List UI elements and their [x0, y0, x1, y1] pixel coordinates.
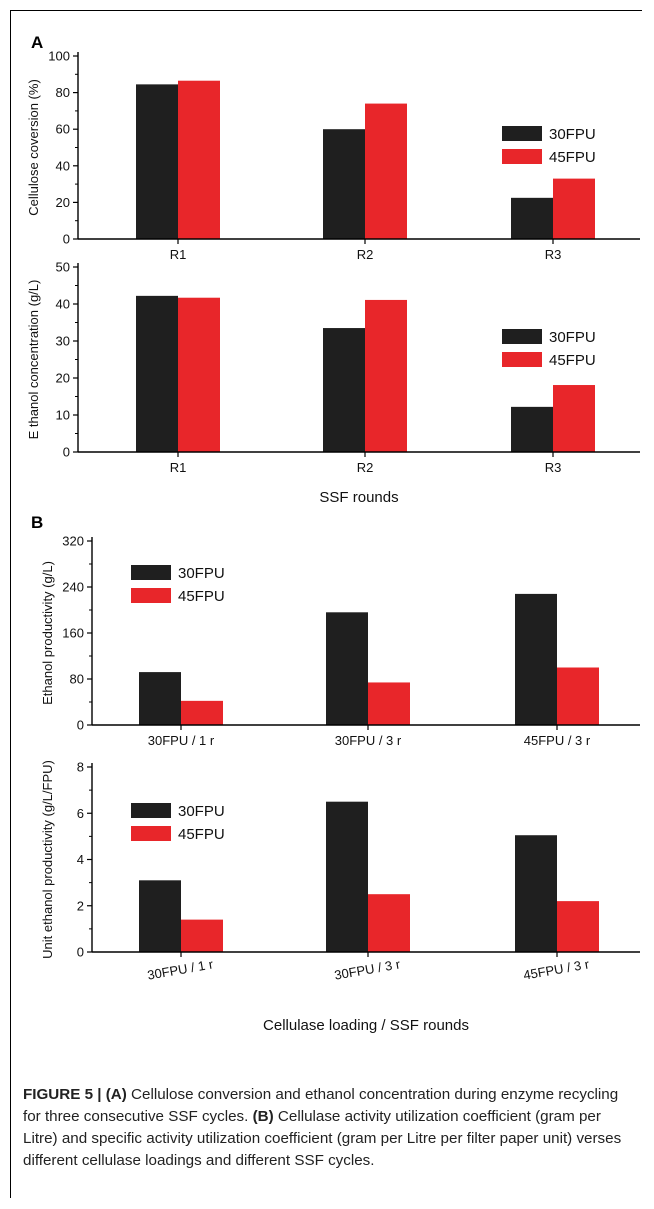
- legend-label-45fpu: 45FPU: [549, 149, 596, 166]
- chart-2: 0 10 20 30 40 50 R1 R2 R3 E thanol concentration …: [26, 260, 640, 475]
- legend-swatch-30fpu: [131, 565, 171, 580]
- y-tick-label: 8: [77, 760, 84, 775]
- bar-45fpu-3: [553, 178, 595, 239]
- chart-3: 0 80 160 240 320 30FPU / 1 r 30FPU / 3 r 45FPU …: [40, 534, 640, 748]
- legend-swatch-45fpu: [131, 826, 171, 841]
- chart-1: 0 20 40 60 80 100 R1 R2 R3 Cellulose coversion (%…: [26, 49, 640, 262]
- caption-b-label: (B): [252, 1108, 274, 1125]
- y-tick-label: 0: [77, 945, 84, 960]
- legend-label-45fpu: 45FPU: [178, 588, 225, 605]
- caption-a-text: Cellulose conversion and ethanol concent…: [23, 1086, 619, 1125]
- legend-label-30fpu: 30FPU: [549, 126, 596, 143]
- legend-swatch-45fpu: [502, 352, 542, 367]
- caption-b-text: Cellulase activity utilization coefficie…: [23, 1108, 622, 1169]
- bar-45fpu-3: [557, 667, 599, 725]
- y-tick-label: 80: [70, 672, 84, 687]
- bar-30fpu-1: [139, 672, 181, 725]
- y-tick-label: 30: [56, 334, 70, 349]
- legend-swatch-30fpu: [502, 126, 542, 141]
- x-tick-label: 30FPU / 3 r: [335, 733, 402, 748]
- bar-30fpu-1: [139, 880, 181, 952]
- bar-30fpu-2: [323, 129, 365, 239]
- x-axis-title-A: SSF rounds: [319, 489, 398, 506]
- y-tick-label: 20: [56, 195, 70, 210]
- bar-45fpu-3: [553, 385, 595, 452]
- y-tick-label: 2: [77, 898, 84, 913]
- legend-label-30fpu: 30FPU: [178, 803, 225, 820]
- bar-45fpu-1: [181, 700, 223, 725]
- bar-30fpu-2: [326, 612, 368, 725]
- legend-label-30fpu: 30FPU: [549, 329, 596, 346]
- x-tick-label: R3: [545, 247, 562, 262]
- legend-swatch-30fpu: [502, 329, 542, 344]
- bar-45fpu-2: [365, 103, 407, 239]
- x-tick-label: 30FPU / 3 r: [333, 956, 402, 982]
- x-tick-label: 30FPU / 1 r: [146, 956, 215, 982]
- bar-30fpu-3: [511, 197, 553, 239]
- bar-45fpu-2: [368, 682, 410, 725]
- bar-45fpu-1: [181, 919, 223, 952]
- bar-30fpu-2: [323, 328, 365, 452]
- y-tick-label: 10: [56, 408, 70, 423]
- figure-caption: FIGURE 5 | (A) Cellulose conversion and …: [23, 1084, 623, 1172]
- y-tick-label: 40: [56, 158, 70, 173]
- x-tick-label: R1: [170, 247, 187, 262]
- x-tick-label: R3: [545, 460, 562, 475]
- legend-swatch-30fpu: [131, 803, 171, 818]
- bar-30fpu-3: [515, 593, 557, 725]
- y-axis-title: Cellulose coversion (%): [26, 79, 41, 216]
- bar-30fpu-1: [136, 295, 178, 452]
- legend-label-45fpu: 45FPU: [178, 826, 225, 843]
- y-tick-label: 60: [56, 122, 70, 137]
- y-tick-label: 0: [63, 445, 70, 460]
- y-tick-label: 0: [63, 232, 70, 247]
- bar-45fpu-1: [178, 297, 220, 452]
- bar-45fpu-2: [368, 894, 410, 952]
- y-tick-label: 40: [56, 297, 70, 312]
- bar-30fpu-2: [326, 801, 368, 952]
- chart-4: 0 2 4 6 8 30FPU / 1 r 30FPU / 3 r 45FPU / 3 r Un…: [40, 760, 640, 983]
- y-axis-title: Ethanol productivity (g/L): [40, 561, 55, 705]
- legend-swatch-45fpu: [131, 588, 171, 603]
- y-tick-label: 240: [62, 580, 84, 595]
- legend-swatch-45fpu: [502, 149, 542, 164]
- bar-30fpu-3: [511, 406, 553, 452]
- y-tick-label: 0: [77, 718, 84, 733]
- y-axis-title: E thanol concentration (g/L): [26, 280, 41, 440]
- y-tick-label: 50: [56, 260, 70, 275]
- y-tick-label: 80: [56, 85, 70, 100]
- bar-30fpu-1: [136, 84, 178, 240]
- y-tick-label: 6: [77, 806, 84, 821]
- y-tick-label: 160: [62, 626, 84, 641]
- x-axis-title-B: Cellulase loading / SSF rounds: [263, 1017, 469, 1034]
- y-tick-label: 100: [48, 49, 70, 64]
- x-tick-label: 45FPU / 3 r: [524, 733, 591, 748]
- panel-label-B: B: [31, 513, 43, 532]
- caption-a-label: (A): [105, 1086, 127, 1103]
- y-tick-label: 4: [77, 852, 84, 867]
- x-tick-label: R1: [170, 460, 187, 475]
- x-tick-label: R2: [357, 247, 374, 262]
- figure-frame: [10, 10, 642, 1198]
- y-axis-title: Unit ethanol productivity (g/L/FPU): [40, 760, 55, 959]
- panel-label-A: A: [31, 33, 43, 52]
- x-tick-label: 45FPU / 3 r: [522, 956, 591, 982]
- bar-45fpu-2: [365, 299, 407, 452]
- y-tick-label: 320: [62, 534, 84, 549]
- x-tick-label: R2: [357, 460, 374, 475]
- legend-label-30fpu: 30FPU: [178, 565, 225, 582]
- y-tick-label: 20: [56, 371, 70, 386]
- bar-30fpu-3: [515, 835, 557, 952]
- bar-45fpu-1: [178, 80, 220, 239]
- bar-45fpu-3: [557, 901, 599, 952]
- legend-label-45fpu: 45FPU: [549, 352, 596, 369]
- x-tick-label: 30FPU / 1 r: [148, 733, 215, 748]
- caption-figure-number: FIGURE 5 |: [23, 1086, 106, 1103]
